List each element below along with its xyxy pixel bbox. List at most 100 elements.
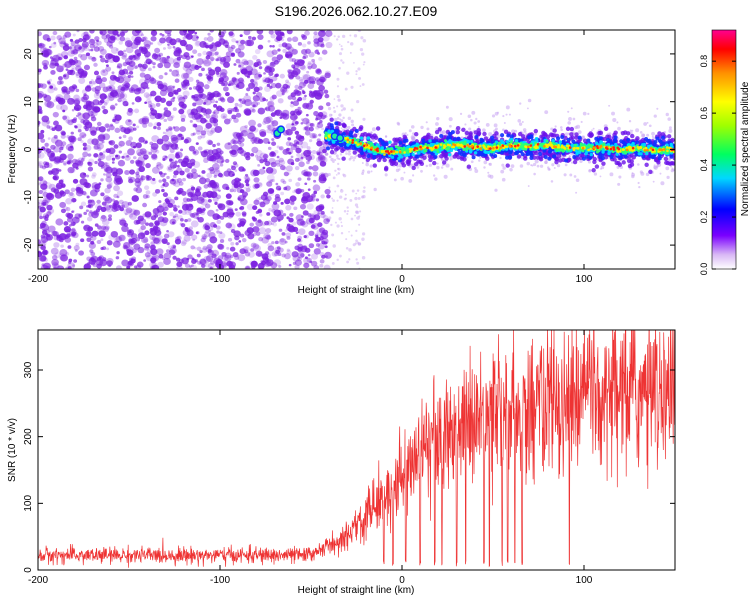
noise-point xyxy=(322,148,327,154)
noise-point xyxy=(302,82,307,86)
noise-point xyxy=(331,197,334,200)
noise-point xyxy=(175,47,182,53)
noise-point xyxy=(270,262,278,269)
noise-point xyxy=(77,129,82,133)
noise-point xyxy=(172,174,177,179)
noise-point xyxy=(45,120,51,124)
noise-point xyxy=(291,48,298,55)
noise-point xyxy=(60,50,69,58)
noise-point xyxy=(143,238,148,243)
noise-point xyxy=(182,72,190,79)
noise-point xyxy=(59,146,64,151)
noise-point xyxy=(192,49,198,54)
noise-point xyxy=(245,187,251,193)
noise-point xyxy=(216,219,222,225)
noise-point xyxy=(160,185,164,189)
noise-point xyxy=(221,260,228,267)
noise-point xyxy=(94,223,99,227)
noise-point xyxy=(247,70,253,76)
track-halo-point xyxy=(641,133,646,138)
noise-point xyxy=(91,174,96,179)
noise-point xyxy=(354,196,358,201)
noise-point xyxy=(207,36,214,42)
noise-point xyxy=(288,178,293,183)
noise-point xyxy=(200,259,207,266)
noise-point xyxy=(323,264,331,269)
noise-point xyxy=(112,240,121,248)
noise-point xyxy=(285,204,292,211)
noise-point xyxy=(87,153,92,157)
noise-point xyxy=(129,159,135,164)
noise-point xyxy=(188,226,193,231)
noise-point xyxy=(252,183,259,190)
track-halo-point xyxy=(505,105,510,110)
track-halo-point xyxy=(428,163,432,167)
noise-point xyxy=(289,142,294,147)
noise-point xyxy=(336,199,339,202)
noise-point xyxy=(229,150,234,154)
track-halo-point xyxy=(609,172,614,177)
noise-point xyxy=(310,224,316,229)
noise-point xyxy=(297,106,301,110)
track-halo-point xyxy=(521,120,524,123)
noise-point xyxy=(53,87,58,91)
noise-point xyxy=(167,142,173,147)
noise-point xyxy=(321,49,328,55)
noise-point xyxy=(304,130,311,136)
track-band-point xyxy=(372,163,378,168)
noise-point xyxy=(138,166,145,173)
track-band-point xyxy=(464,130,470,136)
noise-point xyxy=(128,238,136,245)
track-halo-point xyxy=(637,181,640,185)
noise-point xyxy=(91,230,99,237)
track-halo-point xyxy=(408,178,413,183)
noise-point xyxy=(328,113,333,117)
noise-point xyxy=(47,86,55,94)
noise-point xyxy=(309,90,313,94)
noise-point xyxy=(358,215,361,218)
track-halo-point xyxy=(370,170,373,173)
track-halo-point xyxy=(373,187,377,192)
noise-point xyxy=(338,52,343,56)
track-halo-point xyxy=(580,120,583,124)
noise-point xyxy=(142,36,148,41)
noise-point xyxy=(284,253,291,260)
noise-point xyxy=(96,142,104,150)
noise-point xyxy=(194,64,199,68)
noise-point xyxy=(166,100,173,107)
track-halo-point xyxy=(336,157,339,160)
noise-point xyxy=(169,212,175,217)
noise-point xyxy=(265,99,269,102)
noise-point xyxy=(225,91,230,97)
noise-point xyxy=(144,140,148,144)
noise-point xyxy=(285,79,290,84)
noise-point xyxy=(154,220,160,226)
noise-point xyxy=(133,187,138,192)
noise-point xyxy=(226,107,233,114)
noise-point xyxy=(99,31,103,34)
noise-point xyxy=(124,155,131,161)
noise-point xyxy=(71,118,77,124)
noise-point xyxy=(339,153,343,156)
noise-point xyxy=(207,32,211,36)
track-halo-point xyxy=(671,167,674,170)
noise-point xyxy=(205,229,210,234)
noise-point xyxy=(114,114,122,121)
track-band-point xyxy=(601,161,606,166)
noise-point xyxy=(180,148,184,152)
noise-point xyxy=(219,215,225,220)
noise-point xyxy=(313,179,317,183)
noise-point xyxy=(178,181,184,186)
noise-point xyxy=(208,61,213,66)
noise-point xyxy=(254,183,260,189)
noise-point xyxy=(198,93,203,99)
noise-point xyxy=(209,236,218,244)
noise-point xyxy=(180,118,186,122)
noise-point xyxy=(155,164,159,168)
noise-point xyxy=(311,133,318,139)
noise-point xyxy=(129,169,135,175)
noise-point xyxy=(53,41,57,45)
noise-point xyxy=(227,96,235,104)
track-halo-point xyxy=(599,175,602,178)
noise-point xyxy=(104,187,111,194)
